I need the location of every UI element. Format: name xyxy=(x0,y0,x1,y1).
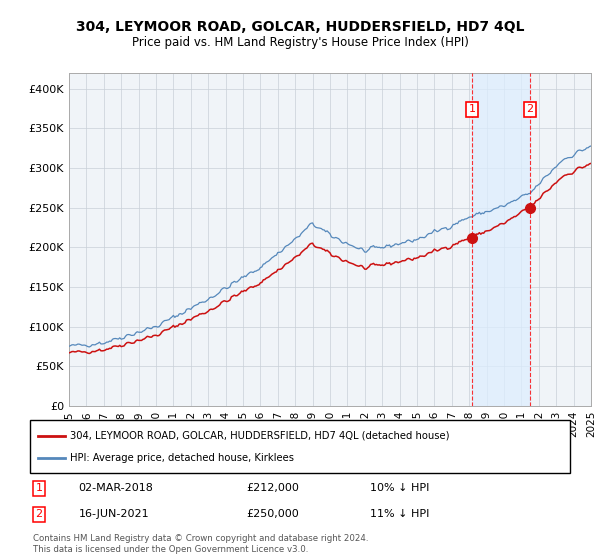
Text: 10% ↓ HPI: 10% ↓ HPI xyxy=(370,483,430,493)
Text: 1: 1 xyxy=(35,483,43,493)
Bar xyxy=(472,73,530,406)
Text: 16-JUN-2021: 16-JUN-2021 xyxy=(79,509,149,519)
FancyBboxPatch shape xyxy=(30,420,570,473)
Text: 1: 1 xyxy=(469,105,476,114)
Text: 2: 2 xyxy=(527,105,533,114)
Text: 2: 2 xyxy=(35,509,43,519)
Text: This data is licensed under the Open Government Licence v3.0.: This data is licensed under the Open Gov… xyxy=(33,545,308,554)
Text: Contains HM Land Registry data © Crown copyright and database right 2024.: Contains HM Land Registry data © Crown c… xyxy=(33,534,368,543)
Text: 304, LEYMOOR ROAD, GOLCAR, HUDDERSFIELD, HD7 4QL: 304, LEYMOOR ROAD, GOLCAR, HUDDERSFIELD,… xyxy=(76,20,524,34)
Text: 02-MAR-2018: 02-MAR-2018 xyxy=(79,483,154,493)
Text: £212,000: £212,000 xyxy=(246,483,299,493)
Text: 11% ↓ HPI: 11% ↓ HPI xyxy=(370,509,430,519)
Text: £250,000: £250,000 xyxy=(246,509,299,519)
Text: Price paid vs. HM Land Registry's House Price Index (HPI): Price paid vs. HM Land Registry's House … xyxy=(131,36,469,49)
Text: HPI: Average price, detached house, Kirklees: HPI: Average price, detached house, Kirk… xyxy=(71,453,295,463)
Text: 304, LEYMOOR ROAD, GOLCAR, HUDDERSFIELD, HD7 4QL (detached house): 304, LEYMOOR ROAD, GOLCAR, HUDDERSFIELD,… xyxy=(71,431,450,441)
